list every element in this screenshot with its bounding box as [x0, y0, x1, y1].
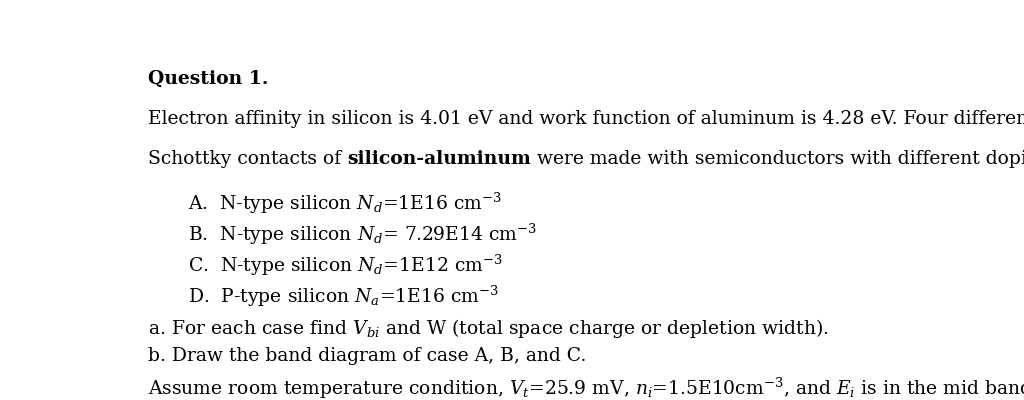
Text: silicon-aluminum: silicon-aluminum: [347, 150, 530, 168]
Text: Electron affinity in silicon is 4.01 eV and work function of aluminum is 4.28 eV: Electron affinity in silicon is 4.01 eV …: [147, 110, 1024, 128]
Text: were made with semiconductors with different doping.: were made with semiconductors with diffe…: [530, 150, 1024, 168]
Text: Schottky contacts of: Schottky contacts of: [147, 150, 347, 168]
Text: D.  P-type silicon $N_{a}$=1E16 cm$^{-3}$: D. P-type silicon $N_{a}$=1E16 cm$^{-3}$: [187, 284, 499, 309]
Text: C.  N-type silicon $N_{d}$=1E12 cm$^{-3}$: C. N-type silicon $N_{d}$=1E12 cm$^{-3}$: [187, 253, 503, 278]
Text: b. Draw the band diagram of case A, B, and C.: b. Draw the band diagram of case A, B, a…: [147, 347, 586, 365]
Text: Question 1.: Question 1.: [147, 70, 268, 88]
Text: A.  N-type silicon $N_{d}$=1E16 cm$^{-3}$: A. N-type silicon $N_{d}$=1E16 cm$^{-3}$: [187, 191, 502, 216]
Text: B.  N-type silicon $N_{d}$= 7.29E14 cm$^{-3}$: B. N-type silicon $N_{d}$= 7.29E14 cm$^{…: [187, 222, 537, 247]
Text: a. For each case find $V_{bi}$ and W (total space charge or depletion width).: a. For each case find $V_{bi}$ and W (to…: [147, 318, 828, 340]
Text: Assume room temperature condition, $V_{t}$=25.9 mV, $n_{i}$=1.5E10cm$^{-3}$, and: Assume room temperature condition, $V_{t…: [147, 376, 1024, 400]
